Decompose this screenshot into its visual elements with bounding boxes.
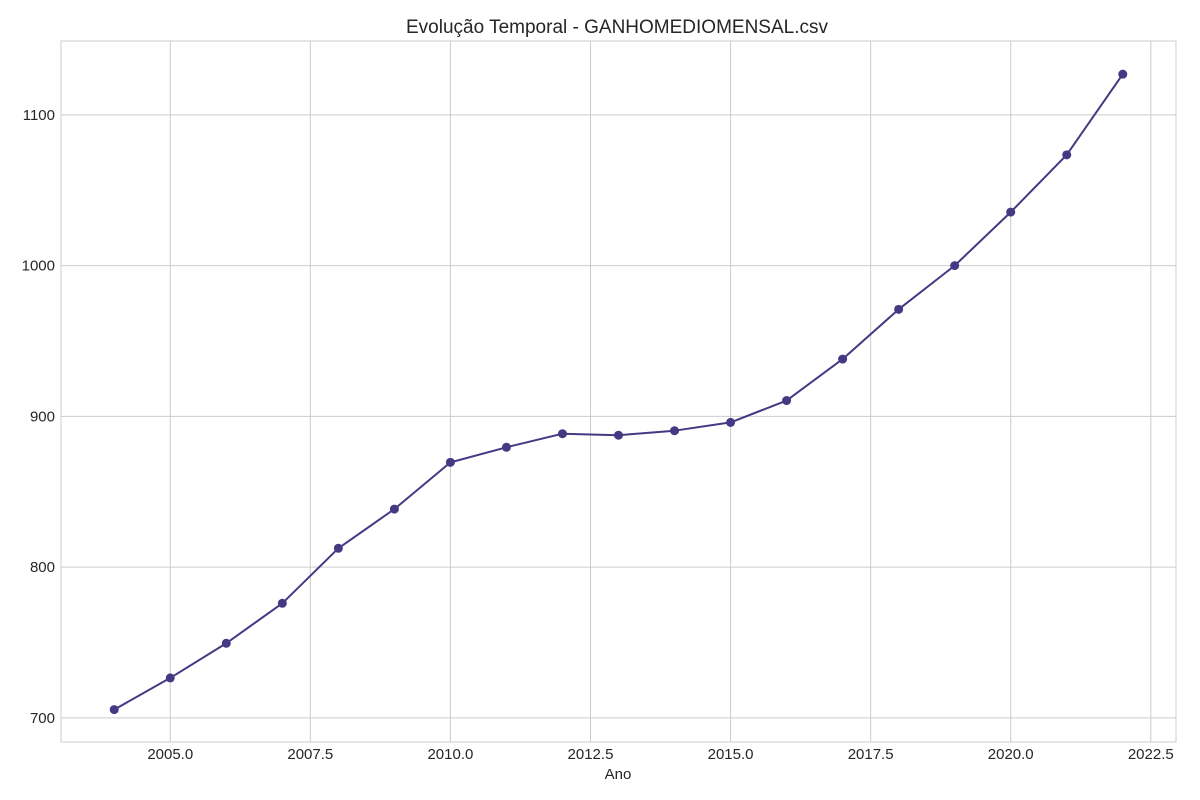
data-point	[670, 426, 680, 436]
data-point	[950, 261, 960, 271]
plot-frame	[60, 40, 1177, 743]
y-tick-label: 800	[30, 559, 55, 576]
x-tick-label: 2012.5	[568, 746, 614, 763]
x-tick-label: 2017.5	[848, 746, 894, 763]
data-point	[109, 705, 119, 715]
data-point	[333, 543, 343, 553]
y-tick-label: 1100	[23, 107, 55, 124]
data-point	[277, 598, 287, 608]
y-tick-label: 700	[30, 710, 55, 727]
data-point	[165, 673, 175, 683]
x-gridlines	[169, 41, 1152, 742]
x-tick-label: 2005.0	[147, 746, 193, 763]
data-point	[838, 354, 848, 364]
chart-title: Evolução Temporal - GANHOMEDIOMENSAL.csv	[406, 17, 828, 38]
data-point	[782, 396, 792, 406]
data-point	[445, 457, 455, 467]
data-point	[1006, 207, 1016, 217]
data-point	[501, 442, 511, 452]
x-tick-labels: 2005.0 2007.5 2010.0 2012.5 2015.0 2017.5 2020…	[147, 746, 1173, 763]
data-point	[894, 304, 904, 314]
x-tick-label: 2015.0	[708, 746, 754, 763]
y-tick-labels: 700 800 900 1000 1100	[22, 107, 55, 727]
x-tick-label: 2010.0	[427, 746, 473, 763]
y-tick-label: 1000	[22, 258, 55, 275]
x-tick-label: 2020.0	[988, 746, 1034, 763]
data-point	[557, 429, 567, 439]
data-point	[1062, 150, 1072, 160]
x-tick-label: 2007.5	[287, 746, 333, 763]
y-gridlines	[61, 114, 1176, 719]
data-point	[614, 430, 623, 440]
data-point	[221, 638, 231, 648]
data-point	[1118, 69, 1128, 79]
x-axis-label: Ano	[605, 766, 632, 783]
data-point	[726, 417, 736, 427]
plot-background	[61, 41, 1176, 742]
x-tick-label: 2022.5	[1128, 746, 1174, 763]
y-tick-label: 900	[30, 408, 55, 425]
series-group	[109, 69, 1128, 715]
data-point	[389, 504, 399, 514]
